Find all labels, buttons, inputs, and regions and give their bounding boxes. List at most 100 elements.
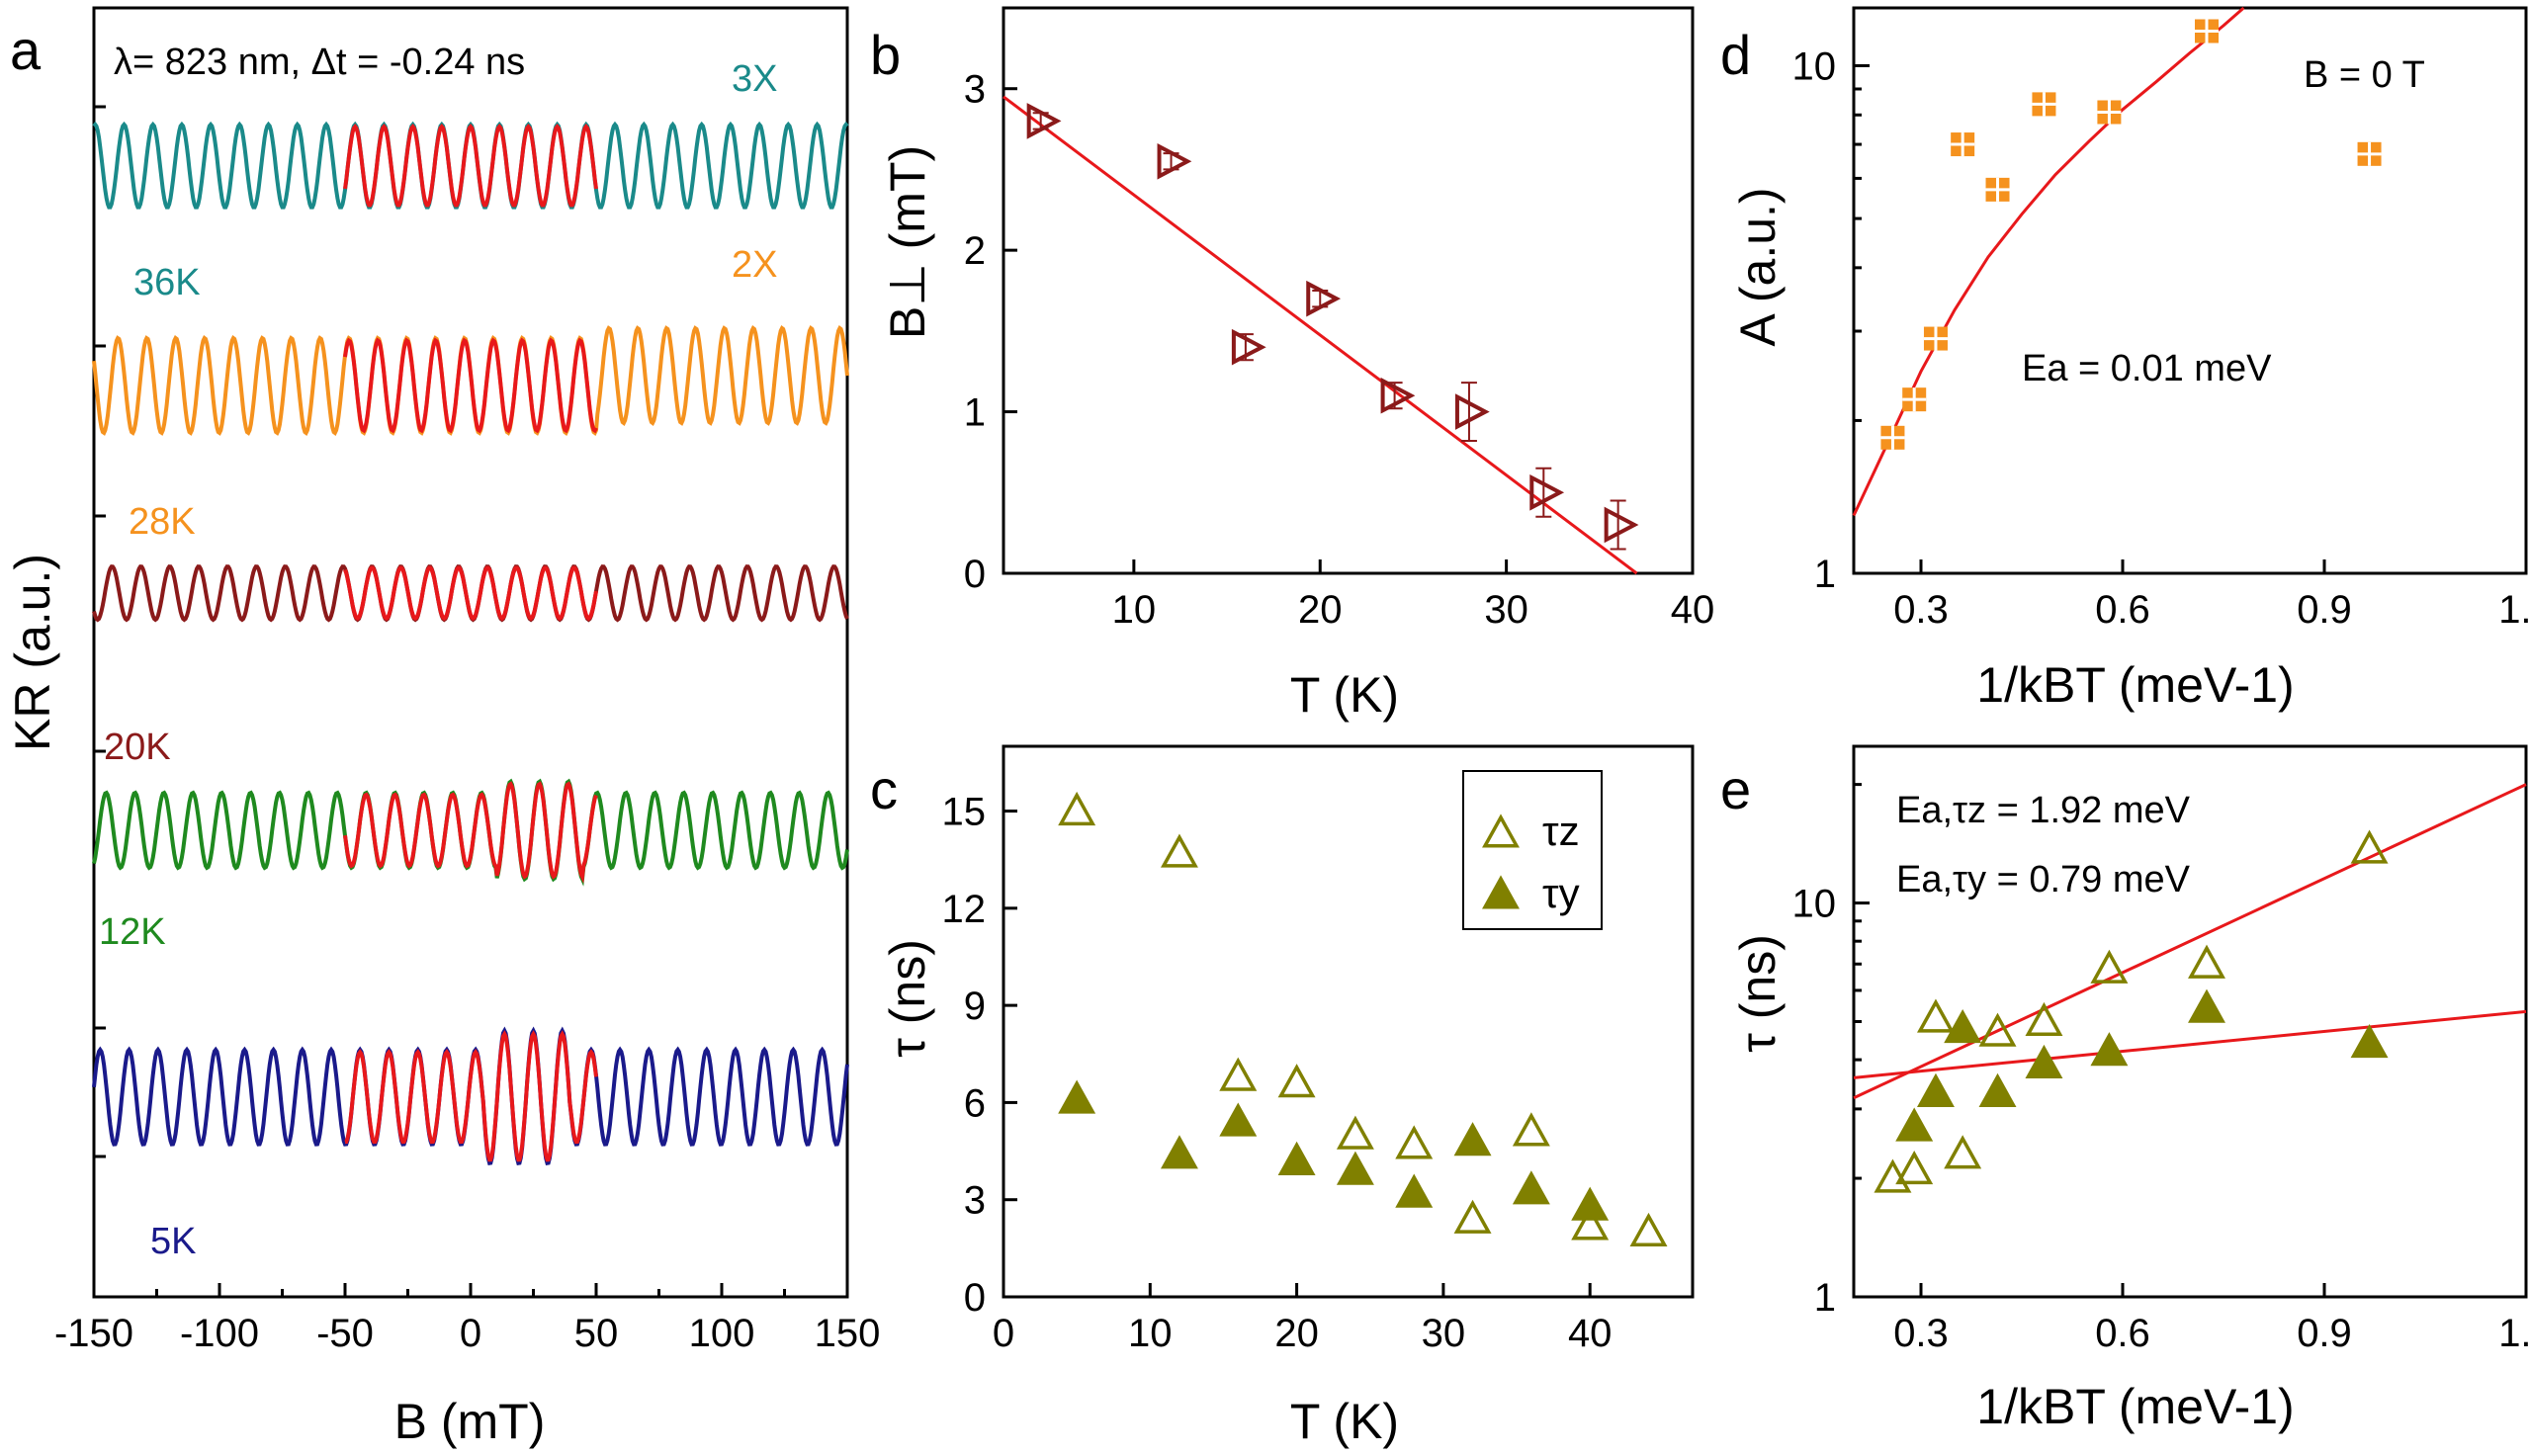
- panel-d-amplitude-arrhenius: 0.3 0.6 0.9 1.2 1 10: [1792, 6, 2529, 632]
- panel-b-xtick-label: 20: [1298, 588, 1343, 632]
- panel-a-kerr-rotation: -150 -100 -50 0 50 100 150: [54, 6, 881, 1355]
- panel-e-xtick-label: 0.3: [1893, 1312, 1949, 1355]
- temp-label-12k: 12K: [99, 911, 166, 953]
- panel-b-xlabel: T (K): [1290, 667, 1399, 723]
- panel-d-xtick-label: 0.6: [2095, 588, 2150, 632]
- panel-d-ea-annotation: Ea = 0.01 meV: [2022, 348, 2272, 389]
- panel-e-point-tau-y: [2350, 1024, 2389, 1059]
- panel-e-point-tau-y: [1978, 1072, 2017, 1107]
- panel-b-point: [1454, 393, 1490, 430]
- panel-a-xtick-label: -50: [316, 1312, 374, 1355]
- panel-a-title: λ= 823 nm, Δt = -0.24 ns: [114, 42, 525, 83]
- panel-c-xtick-label: 20: [1274, 1312, 1319, 1355]
- panel-e-point-tau-y: [1895, 1107, 1934, 1142]
- panel-e-point-tau-y: [1916, 1072, 1955, 1107]
- panel-c-ytick-label: 9: [964, 985, 986, 1028]
- kr-trace-12K: [92, 778, 849, 887]
- panel-c-point-tau-y: [1395, 1173, 1434, 1208]
- panel-c-point-tau-y: [1336, 1151, 1374, 1185]
- panel-e-point-tau-y: [1944, 1008, 1982, 1044]
- panel-b-ylabel: B⊥ (mT): [880, 145, 935, 339]
- panel-e-ytick-label: 10: [1792, 883, 1837, 926]
- panel-b-ytick-label: 2: [964, 229, 986, 273]
- panel-d-xtick-label: 1.2: [2498, 588, 2529, 632]
- panel-b-point: [1026, 103, 1062, 139]
- panel-a-xtick-label: 100: [689, 1312, 755, 1355]
- panel-a-xtick-label: -100: [180, 1312, 259, 1355]
- panel-e-ytick-label: 1: [1814, 1276, 1836, 1320]
- panel-c-point-tau-z: [1160, 833, 1198, 868]
- panel-a-xtick-label: -150: [54, 1312, 133, 1355]
- panel-e-point-tau-y: [2025, 1044, 2063, 1079]
- panel-b-ytick-label: 1: [964, 391, 986, 435]
- legend-marker-tau-z: [1482, 814, 1520, 848]
- panel-a-xtick-label: 150: [815, 1312, 881, 1355]
- panel-a-xtick-label: 50: [574, 1312, 619, 1355]
- panel-c-point-tau-y: [1277, 1141, 1316, 1175]
- panel-c-point-tau-z: [1336, 1115, 1374, 1150]
- panel-b-bperp-vs-t: 10 20 30 40 0 1 2 3: [964, 6, 1714, 632]
- panel-a-xtick-label: 0: [460, 1312, 481, 1355]
- panel-c-xtick-label: 10: [1128, 1312, 1173, 1355]
- panel-e-point-tau-z: [1895, 1151, 1934, 1185]
- panel-c-ytick-label: 3: [964, 1179, 986, 1223]
- panel-c-xtick-label: 0: [993, 1312, 1014, 1355]
- legend-label-tau-z: τz: [1542, 808, 1580, 854]
- panel-c-xtick-label: 30: [1422, 1312, 1466, 1355]
- panel-b-ytick-label: 3: [964, 68, 986, 112]
- panel-b-frame: [1002, 6, 1695, 575]
- panel-c-ytick-label: 6: [964, 1081, 986, 1125]
- panel-c-legend-box: [1462, 770, 1603, 930]
- legend-marker-tau-y: [1482, 875, 1520, 909]
- kr-fit-28K: [343, 337, 598, 434]
- panel-d-ytick-label: 10: [1792, 45, 1837, 89]
- panel-c-ytick-label: 0: [964, 1276, 986, 1320]
- panel-c-point-tau-y: [1571, 1186, 1610, 1221]
- panel-c-point-tau-z: [1219, 1057, 1258, 1091]
- panel-d-ylabel: A (a.u.): [1730, 187, 1786, 346]
- panel-c-point-tau-z: [1058, 791, 1096, 826]
- panel-b-xtick-label: 10: [1112, 588, 1157, 632]
- panel-b-point: [1306, 280, 1342, 317]
- panel-d-ytick-label: 1: [1814, 553, 1836, 596]
- panel-e-point-tau-y: [2090, 1032, 2129, 1067]
- panel-e-xtick-label: 1.2: [2498, 1312, 2529, 1355]
- panel-c-point-tau-z: [1629, 1212, 1668, 1247]
- panel-e-fit-line-tau-y: [1853, 1009, 2527, 1079]
- panel-letter-d: d: [1720, 24, 1751, 86]
- panel-d-xtick-label: 0.3: [1893, 588, 1949, 632]
- panel-e-point-tau-z: [1944, 1135, 1982, 1169]
- panel-b-point: [1529, 473, 1565, 511]
- temp-label-5k: 5K: [150, 1221, 196, 1262]
- panel-a-xlabel: B (mT): [394, 1394, 546, 1449]
- panel-d-xlabel: 1/kBT (meV-1): [1976, 657, 2294, 713]
- panel-c-xtick-label: 40: [1568, 1312, 1613, 1355]
- panel-e-point-tau-z: [1874, 1158, 1912, 1193]
- legend-label-tau-y: τy: [1542, 870, 1580, 916]
- panel-d-field-annotation: B = 0 T: [2304, 54, 2425, 96]
- temp-label-20k: 20K: [104, 727, 171, 768]
- panel-c-frame: [1002, 744, 1695, 1299]
- temp-label-36k: 36K: [133, 262, 201, 303]
- scale-label-36k: 3X: [732, 58, 777, 100]
- panel-b-xtick-label: 30: [1484, 588, 1528, 632]
- kr-trace-36K: [92, 121, 849, 210]
- panel-e-point-tau-z: [2188, 944, 2225, 979]
- panel-c-point-tau-z: [1453, 1199, 1492, 1234]
- panel-c-point-tau-y: [1453, 1122, 1492, 1156]
- panel-d-fit-curve: [1852, 6, 2245, 517]
- panel-e-fit-line-tau-z: [1853, 783, 2527, 1100]
- panel-c-point-tau-z: [1277, 1064, 1316, 1098]
- panel-c-point-tau-z: [1512, 1112, 1550, 1147]
- panel-c-point-tau-y: [1512, 1170, 1550, 1205]
- panel-b-point: [1157, 142, 1192, 180]
- temp-label-28k: 28K: [129, 501, 196, 543]
- panel-e-ea-tau-y: Ea,τy = 0.79 meV: [1896, 859, 2191, 900]
- panel-e-xlabel: 1/kBT (meV-1): [1976, 1379, 2294, 1434]
- kr-trace-5K: [92, 1026, 849, 1165]
- panel-e-point-tau-z: [1916, 998, 1955, 1033]
- panel-letter-a: a: [10, 19, 42, 81]
- panel-b-ytick-label: 0: [964, 553, 986, 596]
- panel-c-point-tau-z: [1571, 1206, 1610, 1241]
